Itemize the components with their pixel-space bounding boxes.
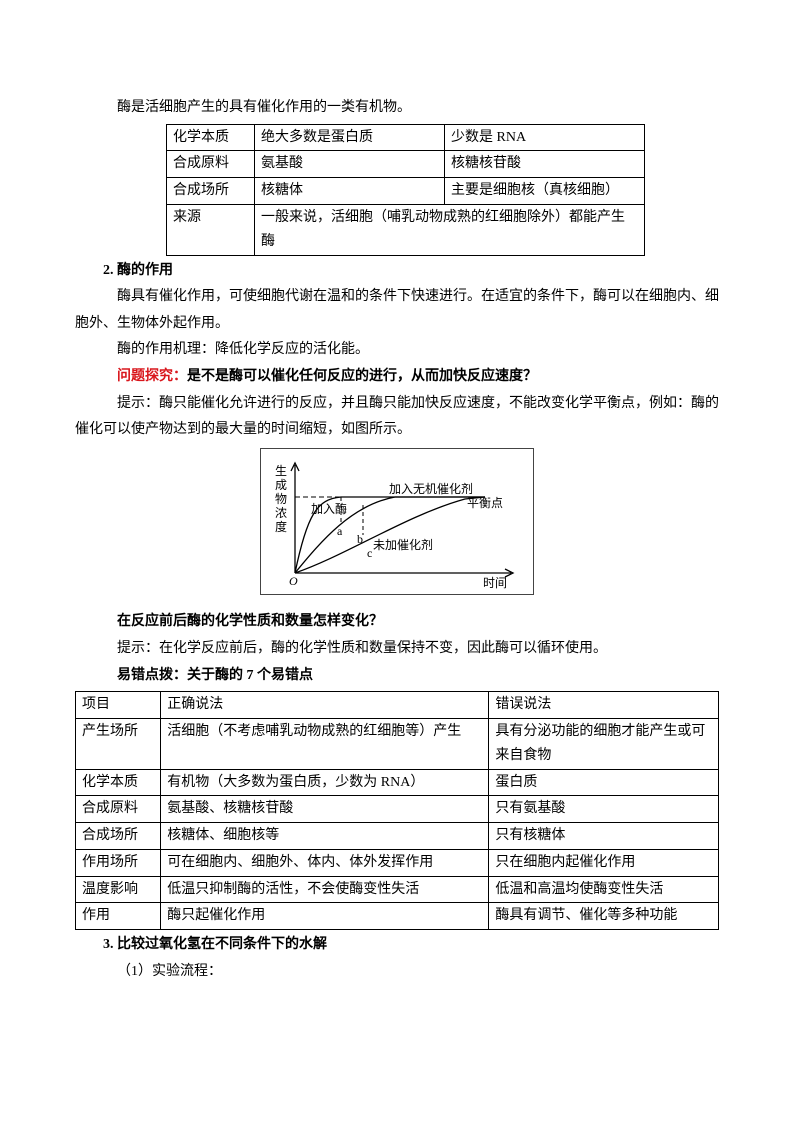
cell: 核糖体 [255, 178, 445, 205]
label-b: b [357, 532, 363, 546]
cell: 正确说法 [161, 692, 489, 719]
table-chemical-nature: 化学本质 绝大多数是蛋白质 少数是 RNA 合成原料 氨基酸 核糖核苷酸 合成场… [166, 124, 645, 256]
cell: 核糖核苷酸 [445, 151, 645, 178]
cell: 只在细胞内起催化作用 [489, 849, 719, 876]
section-3-p1: （1）实验流程： [75, 959, 719, 986]
ylabel-char: 成 [275, 478, 287, 492]
xlabel: 时间 [483, 576, 507, 590]
cell: 项目 [76, 692, 161, 719]
label-c: c [367, 546, 372, 560]
table-row: 作用 酶只起催化作用 酶具有调节、催化等多种功能 [76, 903, 719, 930]
table-row: 化学本质 绝大多数是蛋白质 少数是 RNA [167, 124, 645, 151]
table-row: 产生场所 活细胞（不考虑哺乳动物成熟的红细胞等）产生 具有分泌功能的细胞才能产生… [76, 718, 719, 769]
cell: 低温只抑制酶的活性，不会使酶变性失活 [161, 876, 489, 903]
cell: 一般来说，活细胞（哺乳动物成熟的红细胞除外）都能产生酶 [255, 204, 645, 255]
ylabel-char: 浓 [275, 506, 287, 520]
cell: 酶只起催化作用 [161, 903, 489, 930]
table-row: 项目 正确说法 错误说法 [76, 692, 719, 719]
cell: 主要是细胞核（真核细胞） [445, 178, 645, 205]
question-1: 问题探究：是不是酶可以催化任何反应的进行，从而加快反应速度？ [75, 364, 719, 391]
table-row: 合成场所 核糖体 主要是细胞核（真核细胞） [167, 178, 645, 205]
question-body: 是不是酶可以催化任何反应的进行，从而加快反应速度？ [187, 369, 537, 384]
table-row: 合成原料 氨基酸、核糖核苷酸 只有氨基酸 [76, 796, 719, 823]
cell: 作用场所 [76, 849, 161, 876]
question-2: 在反应前后酶的化学性质和数量怎样变化？ [75, 609, 719, 636]
intro-line: 酶是活细胞产生的具有催化作用的一类有机物。 [75, 95, 719, 122]
enzyme-chart: 生 成 物 浓 度 加入酶 加入无机催化剂 平衡点 未加催化剂 a b c O … [267, 455, 527, 590]
section-3-heading: 3. 比较过氧化氢在不同条件下的水解 [75, 932, 719, 959]
cell: 合成场所 [167, 178, 255, 205]
cell: 绝大多数是蛋白质 [255, 124, 445, 151]
cell: 只有核糖体 [489, 823, 719, 850]
cell: 具有分泌功能的细胞才能产生或可来自食物 [489, 718, 719, 769]
table-row: 合成原料 氨基酸 核糖核苷酸 [167, 151, 645, 178]
label-equilibrium: 平衡点 [467, 496, 503, 510]
cell: 化学本质 [76, 769, 161, 796]
label-origin: O [289, 574, 298, 588]
cell: 产生场所 [76, 718, 161, 769]
label-enzyme: 加入酶 [311, 501, 347, 516]
chart-figure: 生 成 物 浓 度 加入酶 加入无机催化剂 平衡点 未加催化剂 a b c O … [75, 448, 719, 606]
cell: 错误说法 [489, 692, 719, 719]
question-label: 问题探究： [117, 369, 187, 384]
table-row: 温度影响 低温只抑制酶的活性，不会使酶变性失活 低温和高温均使酶变性失活 [76, 876, 719, 903]
section-2-heading: 2. 酶的作用 [75, 258, 719, 285]
ylabel-char: 度 [275, 519, 287, 534]
cell: 化学本质 [167, 124, 255, 151]
cell: 温度影响 [76, 876, 161, 903]
cell: 低温和高温均使酶变性失活 [489, 876, 719, 903]
cell: 有机物（大多数为蛋白质，少数为 RNA） [161, 769, 489, 796]
table-row: 合成场所 核糖体、细胞核等 只有核糖体 [76, 823, 719, 850]
cell: 合成原料 [76, 796, 161, 823]
cell: 可在细胞内、细胞外、体内、体外发挥作用 [161, 849, 489, 876]
answer-1: 提示：酶只能催化允许进行的反应，并且酶只能加快反应速度，不能改变化学平衡点，例如… [75, 391, 719, 444]
ylabel-char: 物 [275, 492, 287, 506]
cell: 蛋白质 [489, 769, 719, 796]
cell: 氨基酸、核糖核苷酸 [161, 796, 489, 823]
label-a: a [337, 524, 343, 538]
label-none: 未加催化剂 [373, 537, 433, 552]
section-2-p2: 酶的作用机理：降低化学反应的活化能。 [75, 337, 719, 364]
cell: 氨基酸 [255, 151, 445, 178]
error-heading: 易错点拨：关于酶的 7 个易错点 [75, 663, 719, 690]
cell: 作用 [76, 903, 161, 930]
cell: 酶具有调节、催化等多种功能 [489, 903, 719, 930]
ylabel-char: 生 [275, 464, 287, 478]
cell: 只有氨基酸 [489, 796, 719, 823]
table-row: 作用场所 可在细胞内、细胞外、体内、体外发挥作用 只在细胞内起催化作用 [76, 849, 719, 876]
table-row: 来源 一般来说，活细胞（哺乳动物成熟的红细胞除外）都能产生酶 [167, 204, 645, 255]
cell: 合成场所 [76, 823, 161, 850]
table-error-points: 项目 正确说法 错误说法 产生场所 活细胞（不考虑哺乳动物成熟的红细胞等）产生 … [75, 691, 719, 930]
cell: 核糖体、细胞核等 [161, 823, 489, 850]
section-2-p1: 酶具有催化作用，可使细胞代谢在温和的条件下快速进行。在适宜的条件下，酶可以在细胞… [75, 284, 719, 337]
label-inorganic: 加入无机催化剂 [389, 481, 473, 496]
answer-2: 提示：在化学反应前后，酶的化学性质和数量保持不变，因此酶可以循环使用。 [75, 636, 719, 663]
cell: 少数是 RNA [445, 124, 645, 151]
cell: 来源 [167, 204, 255, 255]
table-row: 化学本质 有机物（大多数为蛋白质，少数为 RNA） 蛋白质 [76, 769, 719, 796]
cell: 合成原料 [167, 151, 255, 178]
cell: 活细胞（不考虑哺乳动物成熟的红细胞等）产生 [161, 718, 489, 769]
